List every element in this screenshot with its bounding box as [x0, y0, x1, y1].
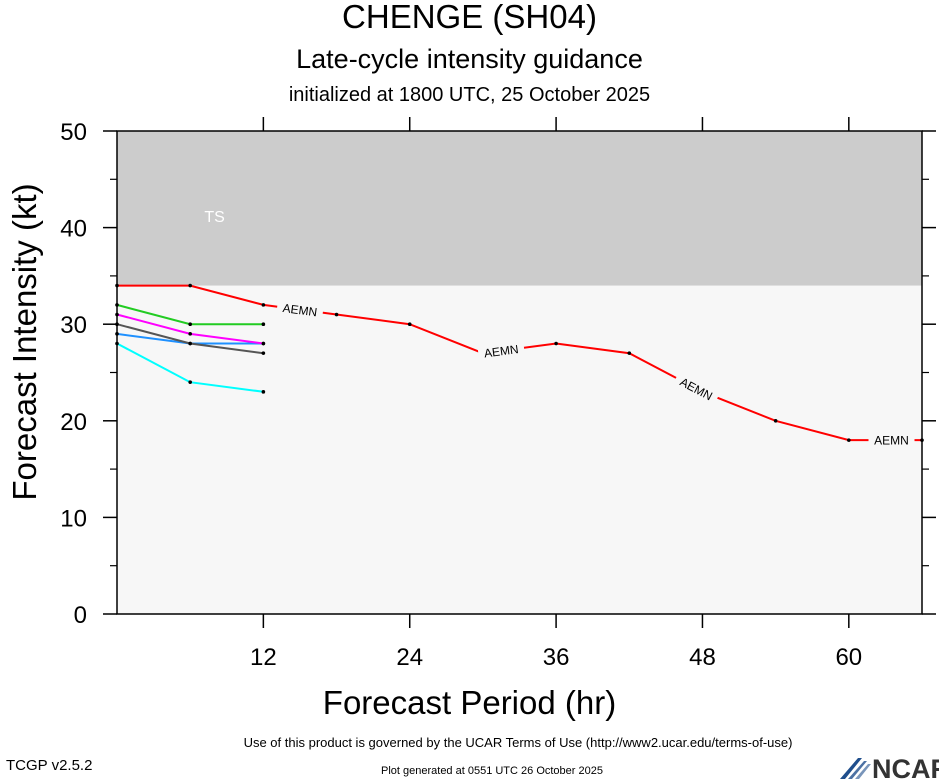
data-point — [261, 390, 266, 394]
x-tick-label: 12 — [250, 644, 277, 671]
data-point — [261, 341, 266, 346]
data-point — [261, 322, 266, 327]
data-point — [554, 341, 558, 346]
intensity-band — [117, 131, 922, 286]
x-tick-label: 36 — [543, 644, 570, 671]
generated-timestamp: Plot generated at 0551 UTC 26 October 20… — [381, 765, 603, 777]
initialization-time: initialized at 1800 UTC, 25 October 2025 — [288, 84, 651, 106]
plot-frame — [116, 130, 923, 615]
y-tick-label: 20 — [60, 409, 87, 436]
chart-title: CHENGE (SH04) — [342, 0, 597, 35]
data-point — [627, 351, 632, 355]
annotation-backing — [477, 340, 525, 361]
data-point — [188, 322, 192, 327]
series-annotation: AEMN — [477, 340, 525, 361]
band-label: TS — [204, 209, 224, 226]
y-tick-label: 0 — [74, 602, 87, 629]
terms-of-use-notice: Use of this product is governed by the U… — [243, 735, 793, 750]
data-point — [407, 322, 412, 327]
y-tick-label: 10 — [60, 505, 87, 532]
ncar-logo-text: NCAR — [872, 754, 939, 780]
y-tick-label: 40 — [60, 216, 87, 243]
y-axis-label: Forecast Intensity (kt) — [6, 183, 43, 501]
annotation-backing — [276, 299, 324, 320]
ncar-logo: NCAR — [840, 754, 939, 780]
data-point — [188, 341, 192, 346]
annotation-backing — [868, 433, 915, 448]
data-point — [261, 351, 266, 355]
version-label: TCGP v2.5.2 — [6, 757, 93, 774]
data-point — [773, 419, 778, 423]
x-tick-label: 48 — [689, 644, 716, 671]
annotation-label: AEMN — [483, 342, 519, 360]
series-annotation: AEMN — [276, 299, 324, 320]
x-tick-label: 24 — [396, 644, 423, 671]
annotation-label: AEMN — [282, 301, 318, 319]
annotation-backing — [672, 371, 721, 406]
data-point — [261, 303, 266, 307]
x-axis-label: Forecast Period (hr) — [322, 684, 617, 721]
x-tick-label: 60 — [835, 644, 862, 671]
data-point — [188, 380, 192, 384]
y-tick-label: 50 — [60, 119, 87, 146]
annotation-label: AEMN — [874, 434, 909, 448]
y-tick-label: 30 — [60, 312, 87, 339]
data-point — [188, 332, 192, 336]
chart-subtitle: Late-cycle intensity guidance — [296, 44, 643, 74]
data-point — [334, 312, 339, 317]
data-point — [188, 283, 192, 288]
data-point — [847, 438, 851, 442]
series-annotation: AEMN — [868, 433, 915, 448]
